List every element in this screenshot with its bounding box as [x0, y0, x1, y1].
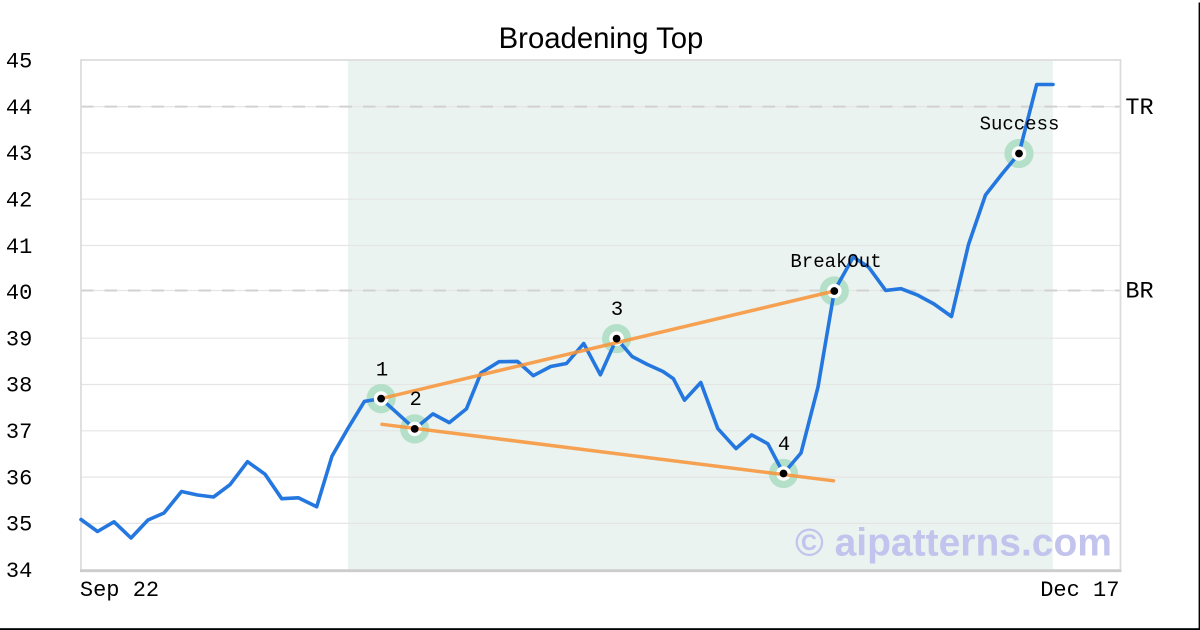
svg-text:44: 44: [6, 96, 32, 121]
svg-text:TR: TR: [1125, 95, 1153, 122]
svg-text:Dec 17: Dec 17: [1040, 578, 1119, 603]
svg-text:38: 38: [6, 374, 32, 399]
svg-text:BreakOut: BreakOut: [790, 251, 881, 273]
svg-text:41: 41: [6, 235, 32, 260]
svg-text:1: 1: [376, 359, 388, 382]
svg-text:3: 3: [611, 299, 623, 322]
svg-text:42: 42: [6, 189, 32, 214]
svg-text:34: 34: [6, 559, 32, 584]
svg-text:Sep 22: Sep 22: [80, 578, 159, 603]
svg-text:45: 45: [6, 50, 32, 75]
svg-text:© aipatterns.com: © aipatterns.com: [795, 522, 1112, 565]
svg-text:43: 43: [6, 142, 32, 167]
svg-text:35: 35: [6, 513, 32, 538]
svg-text:Success: Success: [980, 114, 1060, 136]
svg-text:37: 37: [6, 420, 32, 445]
svg-text:4: 4: [778, 434, 790, 457]
svg-text:39: 39: [6, 327, 32, 352]
svg-text:40: 40: [6, 281, 32, 306]
svg-text:Broadening Top: Broadening Top: [499, 22, 704, 55]
svg-text:2: 2: [410, 389, 422, 412]
svg-text:36: 36: [6, 466, 32, 491]
svg-text:BR: BR: [1125, 279, 1153, 306]
